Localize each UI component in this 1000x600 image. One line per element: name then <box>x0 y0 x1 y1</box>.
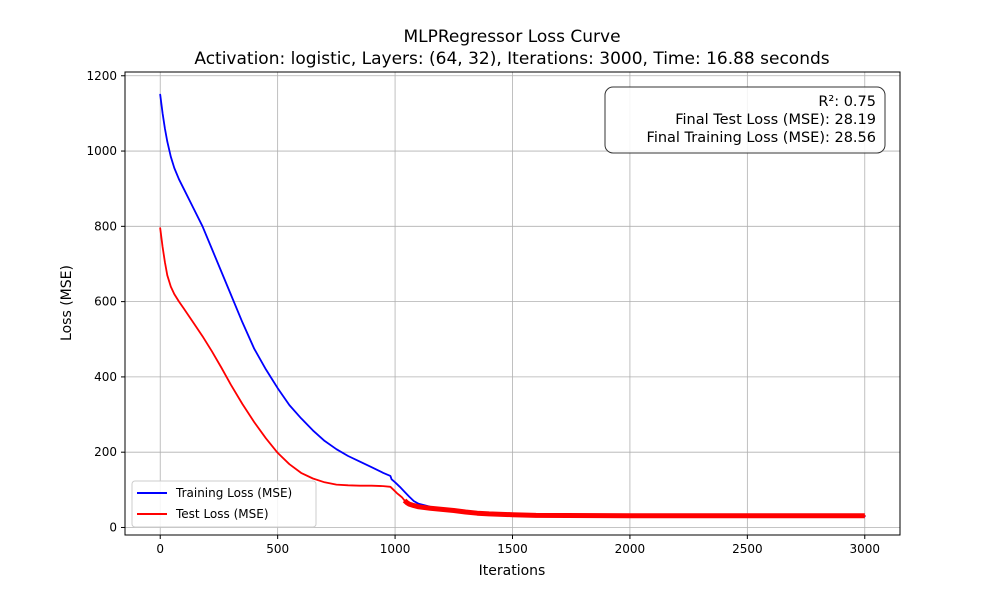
stats-final-test-loss: Final Test Loss (MSE): 28.19 <box>675 112 876 128</box>
y-tick-label: 600 <box>94 295 117 309</box>
y-tick-label: 400 <box>94 370 117 384</box>
x-tick-label: 0 <box>156 542 164 556</box>
y-tick-label: 200 <box>94 445 117 459</box>
chart-title: MLPRegressor Loss Curve <box>403 27 620 47</box>
stats-box: R²: 0.75 Final Test Loss (MSE): 28.19 Fi… <box>604 86 886 154</box>
legend-frame <box>131 480 317 528</box>
legend: Training Loss (MSE) Test Loss (MSE) <box>131 480 317 528</box>
stats-final-training-loss: Final Training Loss (MSE): 28.56 <box>647 130 876 146</box>
stats-r2: R²: 0.75 <box>818 94 876 110</box>
stats-box-frame <box>604 86 886 154</box>
legend-label-test: Test Loss (MSE) <box>175 507 269 521</box>
x-tick-label: 2500 <box>732 542 763 556</box>
axis-ticks: 0 500 1000 1500 2000 2500 3000 0 200 400 600 800 100… <box>86 69 880 556</box>
x-axis-label: Iterations <box>479 563 546 579</box>
y-tick-label: 1000 <box>86 144 117 158</box>
series-lines <box>159 93 866 519</box>
legend-label-training: Training Loss (MSE) <box>175 486 292 500</box>
x-tick-label: 2000 <box>615 542 646 556</box>
test-loss-noise-band <box>402 498 865 519</box>
chart-subtitle: Activation: logistic, Layers: (64, 32), … <box>194 49 829 69</box>
y-tick-label: 0 <box>109 520 117 534</box>
x-tick-label: 1000 <box>380 542 411 556</box>
y-tick-label: 800 <box>94 219 117 233</box>
y-axis-label: Loss (MSE) <box>59 265 75 341</box>
x-tick-label: 3000 <box>849 542 880 556</box>
x-tick-label: 500 <box>266 542 289 556</box>
y-tick-label: 1200 <box>86 69 117 83</box>
x-tick-label: 1500 <box>497 542 528 556</box>
